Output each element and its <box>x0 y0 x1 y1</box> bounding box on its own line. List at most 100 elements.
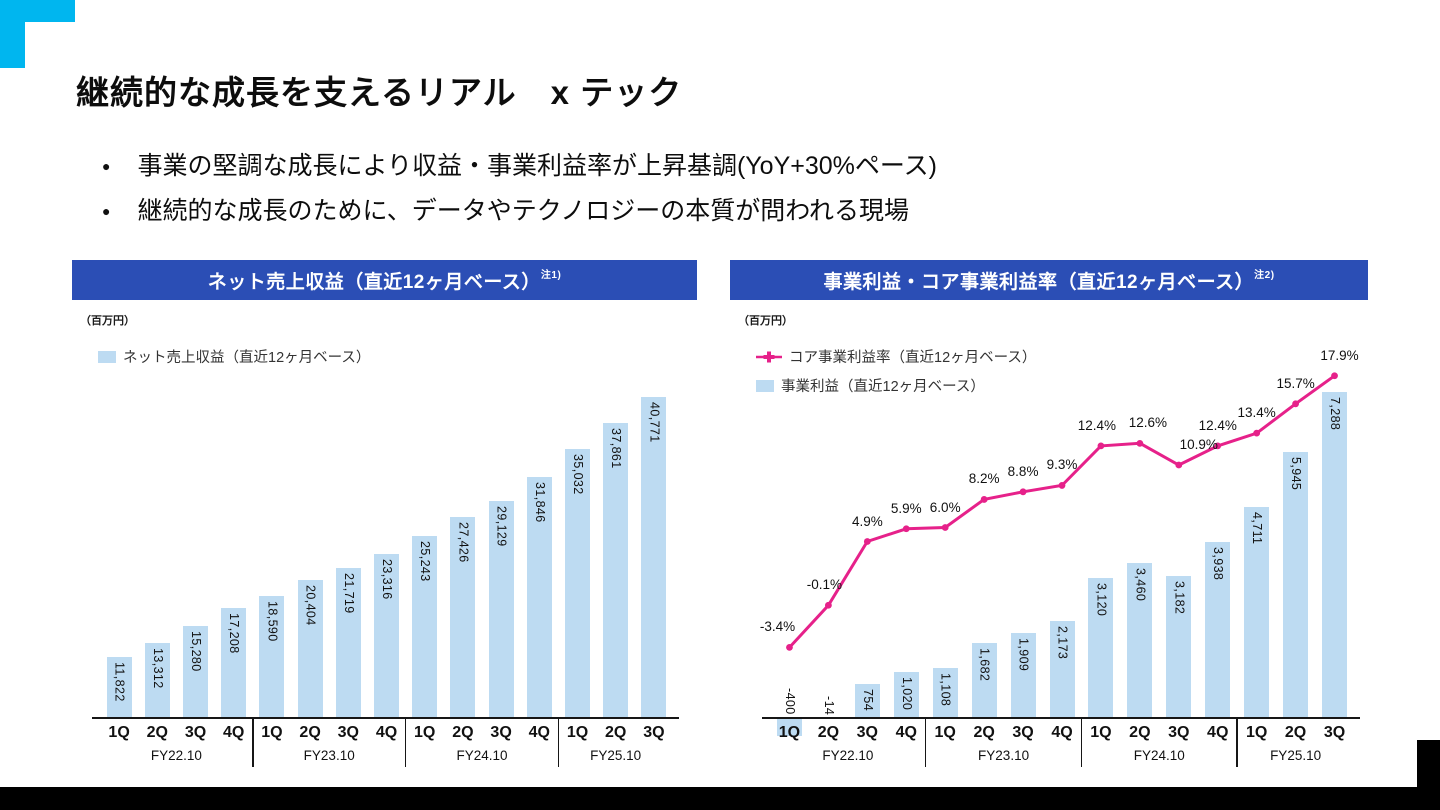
bar-value-label: 3,460 <box>1133 568 1148 602</box>
line-point <box>980 496 988 503</box>
line-point-label: 15.7% <box>1276 375 1315 391</box>
bar-value-label: 3,120 <box>1094 583 1109 617</box>
line-point <box>786 643 793 651</box>
bar-4Q <box>526 477 552 718</box>
x-quarter-label: 1Q <box>1245 724 1268 741</box>
x-quarter-label: 1Q <box>934 724 956 741</box>
line-point-label: 13.4% <box>1237 405 1276 421</box>
line-point-label: 8.2% <box>968 471 1000 487</box>
core-margin-trend-line <box>786 372 1338 651</box>
legend-net-revenue: ネット売上収益（直近12ヶ月ベース） <box>98 346 370 367</box>
bar-value-label: 2,173 <box>1055 625 1070 660</box>
fy-group-divider <box>252 718 254 767</box>
fy-group-label: FY24.10 <box>456 748 508 763</box>
bar-3Q <box>1010 632 1036 718</box>
bar-value-label: 35,032 <box>571 453 585 495</box>
unit-label: （百万円） <box>738 315 793 327</box>
x-quarter-label: 2Q <box>299 724 321 741</box>
fy-group-label: FY23.10 <box>303 748 355 763</box>
bar-3Q <box>335 567 361 718</box>
bar-1Q <box>1244 507 1270 718</box>
bar-value-label: 1,020 <box>899 677 914 711</box>
x-quarter-label: 4Q <box>223 724 245 741</box>
bar-swatch-icon <box>756 379 774 392</box>
corner-accent-left <box>0 0 25 68</box>
line-point <box>1058 482 1066 489</box>
x-quarter-label: 4Q <box>1051 724 1073 741</box>
x-quarter-label: 4Q <box>528 724 550 741</box>
x-quarter-label: 1Q <box>261 724 283 741</box>
x-quarter-label: 4Q <box>895 724 917 741</box>
bar-value-label: 1,682 <box>977 647 992 682</box>
line-point <box>863 538 871 545</box>
line-point <box>1331 372 1338 380</box>
bullet-item: ● 事業の堅調な成長により収益・事業利益率が上昇基調(YoY+30%ペース) <box>102 148 937 184</box>
legend-item-core-margin: コア事業利益率（直近12ヶ月ベース） <box>756 346 1036 367</box>
x-quarter-label: 4Q <box>375 724 398 741</box>
x-quarter-label: 1Q <box>778 724 801 741</box>
line-point <box>1019 488 1027 496</box>
bar-value-label: 37,861 <box>609 428 624 469</box>
bar-value-label: 17,208 <box>227 613 242 655</box>
x-quarter-label: 3Q <box>337 724 359 741</box>
panel-operating-profit-header: 事業利益・コア事業利益率（直近12ヶ月ベース） 注2) <box>730 260 1368 300</box>
legend-label: 事業利益（直近12ヶ月ベース） <box>781 379 985 395</box>
bar-4Q <box>1205 541 1231 718</box>
x-quarter-label: 3Q <box>490 724 512 741</box>
bar-swatch-icon <box>98 350 116 363</box>
line-point <box>1253 429 1261 437</box>
legend-label: ネット売上収益（直近12ヶ月ベース） <box>123 350 371 366</box>
bar-value-label: 4,711 <box>1250 512 1265 545</box>
bar-value-label: 27,426 <box>456 521 471 563</box>
x-quarter-label: 3Q <box>184 724 207 741</box>
bar-value-label: 18,590 <box>265 601 280 642</box>
bar-value-label: 15,280 <box>189 630 203 672</box>
bar-3Q <box>1322 392 1348 718</box>
bar-value-label: 5,945 <box>1289 457 1304 491</box>
line-point <box>1214 442 1222 450</box>
bar-4Q <box>893 672 919 718</box>
bar-value-label: -400 <box>782 688 797 715</box>
line-point <box>1097 442 1105 450</box>
legend-item-operating-profit: 事業利益（直近12ヶ月ベース） <box>756 375 1036 396</box>
bar-1Q <box>412 536 438 718</box>
x-quarter-label: 1Q <box>108 724 130 741</box>
x-quarter-label: 1Q <box>414 724 436 741</box>
bar-4Q <box>221 608 247 718</box>
footer-bar <box>0 787 1440 810</box>
bar-value-label: 1,108 <box>938 673 953 707</box>
line-point <box>825 601 832 609</box>
x-quarter-label: 2Q <box>146 724 168 741</box>
bar-value-label: 1,909 <box>1016 637 1031 671</box>
bar-2Q <box>297 579 323 718</box>
bar-4Q <box>1049 620 1075 718</box>
bar-2Q <box>144 643 170 718</box>
bar-3Q <box>641 397 667 718</box>
bullet-text: 事業の堅調な成長により収益・事業利益率が上昇基調(YoY+30%ペース) <box>137 152 937 180</box>
bar-1Q <box>259 596 285 718</box>
legend-label: コア事業利益率（直近12ヶ月ベース） <box>789 350 1037 366</box>
x-quarter-label: 1Q <box>566 724 589 741</box>
line-point-label: -0.1% <box>806 577 843 593</box>
note-ref-2: 注2) <box>1254 270 1275 281</box>
unit-label: （百万円） <box>80 315 135 327</box>
line-point-label: 9.3% <box>1046 457 1078 473</box>
bar-3Q <box>854 684 880 718</box>
note-ref-1: 注1) <box>540 270 562 281</box>
x-quarter-label: 2Q <box>1284 724 1307 741</box>
line-point-label: 10.9% <box>1179 437 1218 453</box>
x-quarter-label: 2Q <box>817 724 840 741</box>
fy-group-divider <box>1236 718 1238 767</box>
bar-value-label: 29,129 <box>494 506 509 548</box>
bullet-icon: ● <box>102 158 111 174</box>
page-title: 継続的な成長を支えるリアル x テック <box>76 74 683 111</box>
bar-3Q <box>1166 575 1192 718</box>
fy-group-label: FY23.10 <box>978 748 1030 763</box>
fy-group-label: FY25.10 <box>590 748 642 763</box>
bar-value-label: 754 <box>860 689 875 712</box>
bullet-icon: ● <box>102 203 111 219</box>
x-quarter-label: 3Q <box>1168 724 1190 741</box>
fy-group-label: FY22.10 <box>150 748 202 763</box>
bar-1Q <box>565 448 590 718</box>
line-point-label: 12.4% <box>1077 417 1117 433</box>
